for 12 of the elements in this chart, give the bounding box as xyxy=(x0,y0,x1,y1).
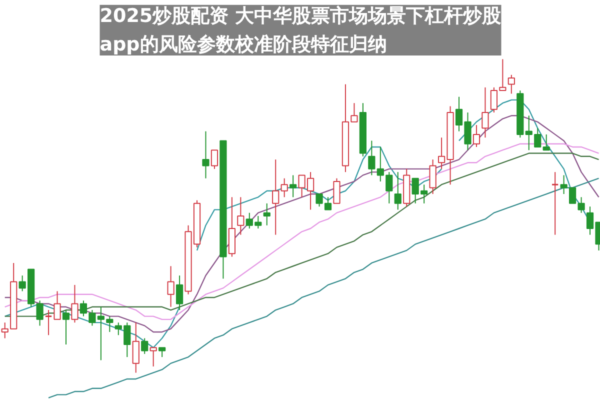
chart-title: 2025炒股配资 大中华股票市场场景下杠杆炒股app的风险参数校准阶段特征归纳 xyxy=(100,4,502,56)
candlestick xyxy=(551,172,559,236)
candlestick xyxy=(237,196,244,236)
candlestick xyxy=(290,174,297,198)
candlestick xyxy=(202,130,210,179)
candlestick xyxy=(482,86,489,138)
candlestick xyxy=(176,275,184,311)
candlestick xyxy=(272,159,280,236)
candlestick xyxy=(167,266,174,308)
candlestick xyxy=(132,322,140,374)
candlestick xyxy=(429,159,436,195)
candlestick xyxy=(263,202,270,226)
